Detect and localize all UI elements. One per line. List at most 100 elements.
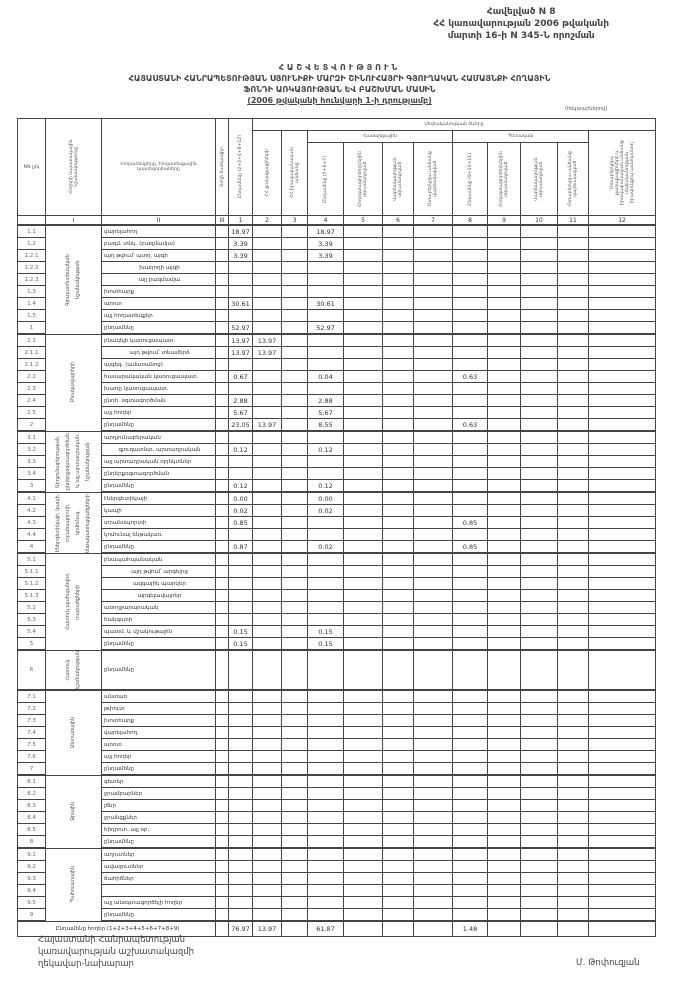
cell-col-7 — [413, 601, 453, 614]
cell-col-12 — [587, 823, 657, 837]
row-code: 2.5 — [17, 406, 46, 419]
cell-col-9 — [487, 504, 521, 517]
cell-col-9 — [487, 406, 521, 419]
cell-col-9 — [487, 872, 521, 886]
column-number: 1 — [228, 215, 253, 226]
row-code: 2.1.2 — [17, 358, 46, 371]
cell-col-3 — [281, 358, 308, 371]
cell-col-12 — [587, 358, 657, 371]
cell-col-5 — [343, 601, 383, 614]
header-c10: Վարձակալության տրամադրված — [520, 142, 558, 216]
table-row: 9 ընդամենը — [17, 908, 657, 923]
cell-col-11 — [557, 455, 589, 468]
row-line-code — [215, 613, 229, 626]
cell-col-7 — [413, 321, 453, 335]
table-row: 1.3 խոտհարք — [17, 285, 657, 298]
cell-col-6 — [382, 649, 414, 692]
cell-col-9 — [487, 738, 521, 752]
cell-col-2 — [252, 714, 282, 728]
cell-col-4 — [307, 589, 344, 602]
row-line-code — [215, 799, 229, 813]
cell-col-12 — [587, 613, 657, 626]
cell-col-2 — [252, 637, 282, 651]
row-label: այդ թվում՝ պտղ. այգի — [101, 249, 216, 262]
cell-col-1 — [228, 589, 253, 602]
cell-col-1 — [228, 811, 253, 825]
cell-col-6 — [382, 860, 414, 874]
row-code: 5.1.1 — [17, 565, 46, 578]
cell-col-3 — [281, 565, 308, 578]
cell-col-5 — [343, 714, 383, 728]
cell-col-4 — [307, 787, 344, 801]
cell-col-4: 0.04 — [307, 370, 344, 383]
cell-col-5 — [343, 552, 383, 566]
row-code: 4 — [17, 540, 46, 554]
cell-col-5 — [343, 237, 383, 250]
cell-col-2 — [252, 273, 282, 286]
cell-col-12 — [587, 333, 657, 347]
cell-col-7 — [413, 884, 453, 898]
header-c5: Հողօգտագործողներին տրամադրված — [343, 142, 383, 216]
cell-col-3 — [281, 430, 308, 444]
table-row: 8.1 Ջրային գետեր — [17, 774, 657, 849]
row-line-code — [215, 273, 229, 286]
row-label: ընդերքօգտագործման — [101, 467, 216, 480]
cell-col-6 — [382, 872, 414, 886]
cell-col-3 — [281, 649, 308, 692]
table-row: 4.4 կոմունալ ենթակառ. — [17, 528, 657, 541]
cell-col-6 — [382, 613, 414, 626]
total-col-6 — [382, 920, 414, 938]
cell-col-10 — [520, 726, 558, 740]
cell-col-7 — [413, 224, 453, 238]
cell-col-1: 3.39 — [228, 249, 253, 262]
cell-col-12 — [587, 565, 657, 578]
category-cell: Գյուղատնտեսական նշանակության — [45, 224, 102, 335]
table-row: 8.5 հիդրոտ. այլ օբ. — [17, 823, 657, 837]
cell-col-11 — [557, 321, 589, 335]
cell-col-9 — [487, 346, 521, 359]
cell-col-9 — [487, 637, 521, 651]
category-cell: Հատուկ պահպանվող տարածքների — [45, 552, 102, 651]
table-row: 2.1.2 այգեգ. (ամառանոց) — [17, 358, 657, 371]
cell-col-8 — [452, 382, 488, 395]
cell-col-11 — [557, 799, 589, 813]
cell-col-7 — [413, 613, 453, 626]
row-line-code — [215, 884, 229, 898]
cell-col-9 — [487, 273, 521, 286]
cell-col-12 — [587, 762, 657, 777]
category-label: Պահուստային — [70, 866, 76, 903]
cell-col-10 — [520, 443, 558, 456]
cell-col-5 — [343, 394, 383, 407]
row-line-code — [215, 406, 229, 419]
cell-col-10 — [520, 430, 558, 444]
table-row: 4.3 տրանսպորտի 0.85 0.85 — [17, 516, 657, 529]
cell-col-5 — [343, 297, 383, 310]
cell-col-8 — [452, 528, 488, 541]
row-line-code — [215, 418, 229, 432]
header-code: NN ը/կ — [17, 118, 46, 216]
cell-col-3 — [281, 382, 308, 395]
row-line-code — [215, 774, 229, 789]
row-line-code — [215, 309, 229, 322]
cell-col-7 — [413, 811, 453, 825]
cell-col-3 — [281, 516, 308, 529]
cell-col-7 — [413, 504, 453, 517]
cell-col-12 — [587, 479, 657, 493]
cell-col-4 — [307, 309, 344, 322]
cell-col-8 — [452, 689, 488, 704]
cell-col-2 — [252, 516, 282, 529]
cell-col-2 — [252, 552, 282, 566]
cell-col-9 — [487, 479, 521, 493]
column-number: 11 — [557, 215, 589, 226]
table-row: 7.6 այլ հողեր — [17, 750, 657, 764]
cell-col-8 — [452, 908, 488, 923]
cell-col-12 — [587, 394, 657, 407]
table-row: 9.1 Պահուստային աղուտներ — [17, 847, 657, 922]
cell-col-5 — [343, 443, 383, 456]
row-label: ընդամենը — [101, 540, 216, 554]
row-line-code — [215, 601, 229, 614]
cell-col-11 — [557, 750, 589, 764]
table-row: 2 ընդամենը 23.05 13.97 8.55 0.63 — [17, 418, 657, 432]
cell-col-10 — [520, 297, 558, 310]
category-label: Գյուղատնտեսական նշանակության — [65, 253, 81, 306]
